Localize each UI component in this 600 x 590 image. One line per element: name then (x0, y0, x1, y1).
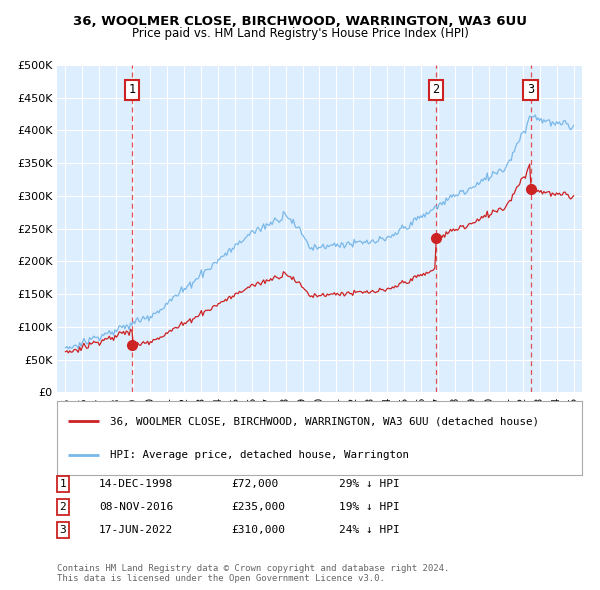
Text: 1: 1 (129, 83, 136, 96)
Text: 36, WOOLMER CLOSE, BIRCHWOOD, WARRINGTON, WA3 6UU (detached house): 36, WOOLMER CLOSE, BIRCHWOOD, WARRINGTON… (110, 416, 539, 426)
Text: £310,000: £310,000 (231, 525, 285, 535)
Text: 17-JUN-2022: 17-JUN-2022 (99, 525, 173, 535)
Text: 36, WOOLMER CLOSE, BIRCHWOOD, WARRINGTON, WA3 6UU: 36, WOOLMER CLOSE, BIRCHWOOD, WARRINGTON… (73, 15, 527, 28)
Text: HPI: Average price, detached house, Warrington: HPI: Average price, detached house, Warr… (110, 450, 409, 460)
Text: £235,000: £235,000 (231, 502, 285, 512)
Text: 2: 2 (59, 502, 67, 512)
Text: 2: 2 (432, 83, 439, 96)
Text: 14-DEC-1998: 14-DEC-1998 (99, 479, 173, 489)
Text: £72,000: £72,000 (231, 479, 278, 489)
Text: 24% ↓ HPI: 24% ↓ HPI (339, 525, 400, 535)
Text: Contains HM Land Registry data © Crown copyright and database right 2024.
This d: Contains HM Land Registry data © Crown c… (57, 563, 449, 583)
Text: 08-NOV-2016: 08-NOV-2016 (99, 502, 173, 512)
Text: 3: 3 (59, 525, 67, 535)
Text: 3: 3 (527, 83, 534, 96)
Text: 1: 1 (59, 479, 67, 489)
Text: 29% ↓ HPI: 29% ↓ HPI (339, 479, 400, 489)
Text: Price paid vs. HM Land Registry's House Price Index (HPI): Price paid vs. HM Land Registry's House … (131, 27, 469, 40)
Text: 19% ↓ HPI: 19% ↓ HPI (339, 502, 400, 512)
